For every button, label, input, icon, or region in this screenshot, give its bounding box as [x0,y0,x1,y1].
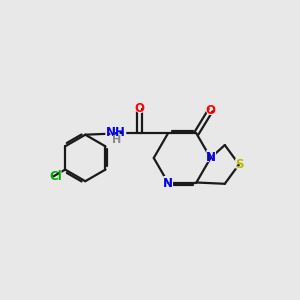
Text: S: S [235,158,243,171]
Text: NH: NH [106,126,126,140]
Text: H: H [110,133,122,147]
Text: NH: NH [104,125,129,140]
Text: N: N [162,176,174,191]
Text: O: O [133,101,146,116]
Text: O: O [204,103,217,118]
Text: S: S [234,157,244,172]
Text: N: N [206,152,216,164]
Text: O: O [206,104,216,117]
Text: Cl: Cl [49,170,62,183]
Text: O: O [134,102,145,116]
Text: Cl: Cl [47,169,63,184]
Text: N: N [204,151,217,166]
Text: N: N [163,177,173,190]
Text: H: H [112,135,121,145]
